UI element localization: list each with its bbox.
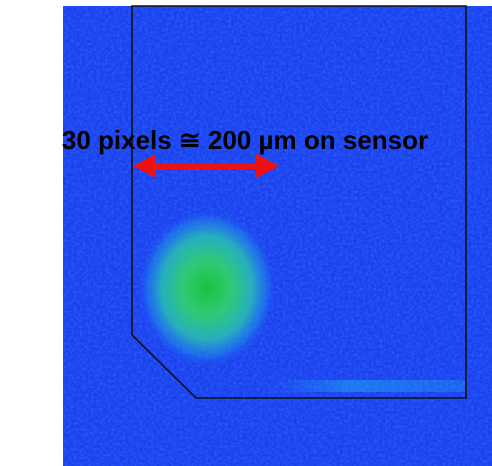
signal-spot xyxy=(137,208,277,368)
signal-streak xyxy=(270,380,465,392)
scale-annotation: 30 pixels ≅ 200 µm on sensor xyxy=(62,125,428,155)
sensor-noise xyxy=(63,6,492,466)
scale-arrow xyxy=(133,154,279,178)
region-outline xyxy=(131,5,467,399)
